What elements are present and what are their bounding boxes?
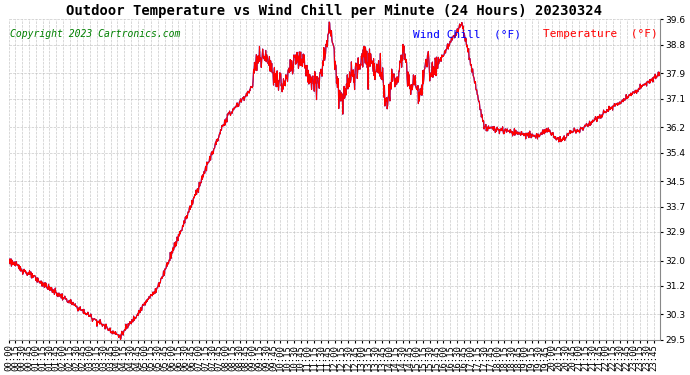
Line: Temperature  (°F): Temperature (°F)	[9, 22, 660, 339]
Temperature  (°F)	[5, 260, 13, 264]
Temperature  (°F)	[325, 20, 333, 24]
Temperature  (°F)	[580, 126, 588, 130]
Wind Chill  (°F)	[325, 20, 333, 24]
Wind Chill  (°F)	[522, 132, 531, 136]
Temperature  (°F)	[134, 313, 142, 318]
Wind Chill  (°F)	[150, 291, 158, 296]
Line: Wind Chill  (°F): Wind Chill (°F)	[9, 22, 660, 339]
Title: Outdoor Temperature vs Wind Chill per Minute (24 Hours) 20230324: Outdoor Temperature vs Wind Chill per Mi…	[66, 4, 602, 18]
Wind Chill  (°F)	[656, 73, 664, 78]
Text: Copyright 2023 Cartronics.com: Copyright 2023 Cartronics.com	[10, 29, 180, 39]
Wind Chill  (°F)	[134, 313, 142, 318]
Text: Wind Chill  (°F): Wind Chill (°F)	[413, 29, 520, 39]
Wind Chill  (°F)	[437, 59, 445, 64]
Temperature  (°F)	[223, 120, 231, 124]
Temperature  (°F)	[150, 291, 158, 296]
Wind Chill  (°F)	[223, 120, 231, 124]
Temperature  (°F)	[117, 337, 125, 342]
Temperature  (°F)	[522, 132, 531, 136]
Text: Temperature  (°F): Temperature (°F)	[543, 29, 658, 39]
Temperature  (°F)	[437, 59, 445, 64]
Wind Chill  (°F)	[5, 260, 13, 264]
Wind Chill  (°F)	[117, 337, 125, 342]
Temperature  (°F)	[656, 73, 664, 78]
Wind Chill  (°F)	[580, 126, 588, 130]
